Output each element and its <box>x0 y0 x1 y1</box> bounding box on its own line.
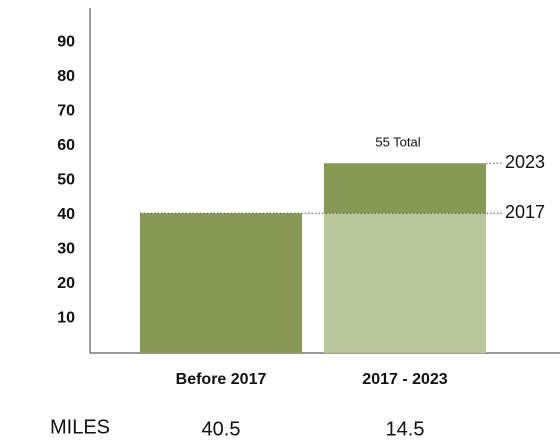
total-label: 55 Total <box>375 135 420 150</box>
y-tick-label: 10 <box>57 310 75 327</box>
bar-segment <box>140 213 302 353</box>
y-tick-label: 50 <box>57 172 75 189</box>
y-tick-label: 20 <box>57 275 75 292</box>
y-tick-label: 70 <box>57 103 75 120</box>
y-tick-label: 90 <box>57 34 75 51</box>
bar-segment <box>324 213 486 353</box>
annotation-label: 2023 <box>505 152 545 172</box>
annotation-label: 2017 <box>505 202 545 222</box>
row-label: MILES <box>50 416 110 438</box>
x-tick-label: 2017 - 2023 <box>362 371 448 388</box>
x-tick-label: Before 2017 <box>176 371 267 388</box>
bar-segment <box>324 163 486 214</box>
y-tick-label: 60 <box>57 137 75 154</box>
miles-value: 14.5 <box>386 418 425 440</box>
y-tick-label: 30 <box>57 241 75 258</box>
y-tick-label: 40 <box>57 206 75 223</box>
miles-value: 40.5 <box>202 418 241 440</box>
y-tick-label: 80 <box>57 68 75 85</box>
